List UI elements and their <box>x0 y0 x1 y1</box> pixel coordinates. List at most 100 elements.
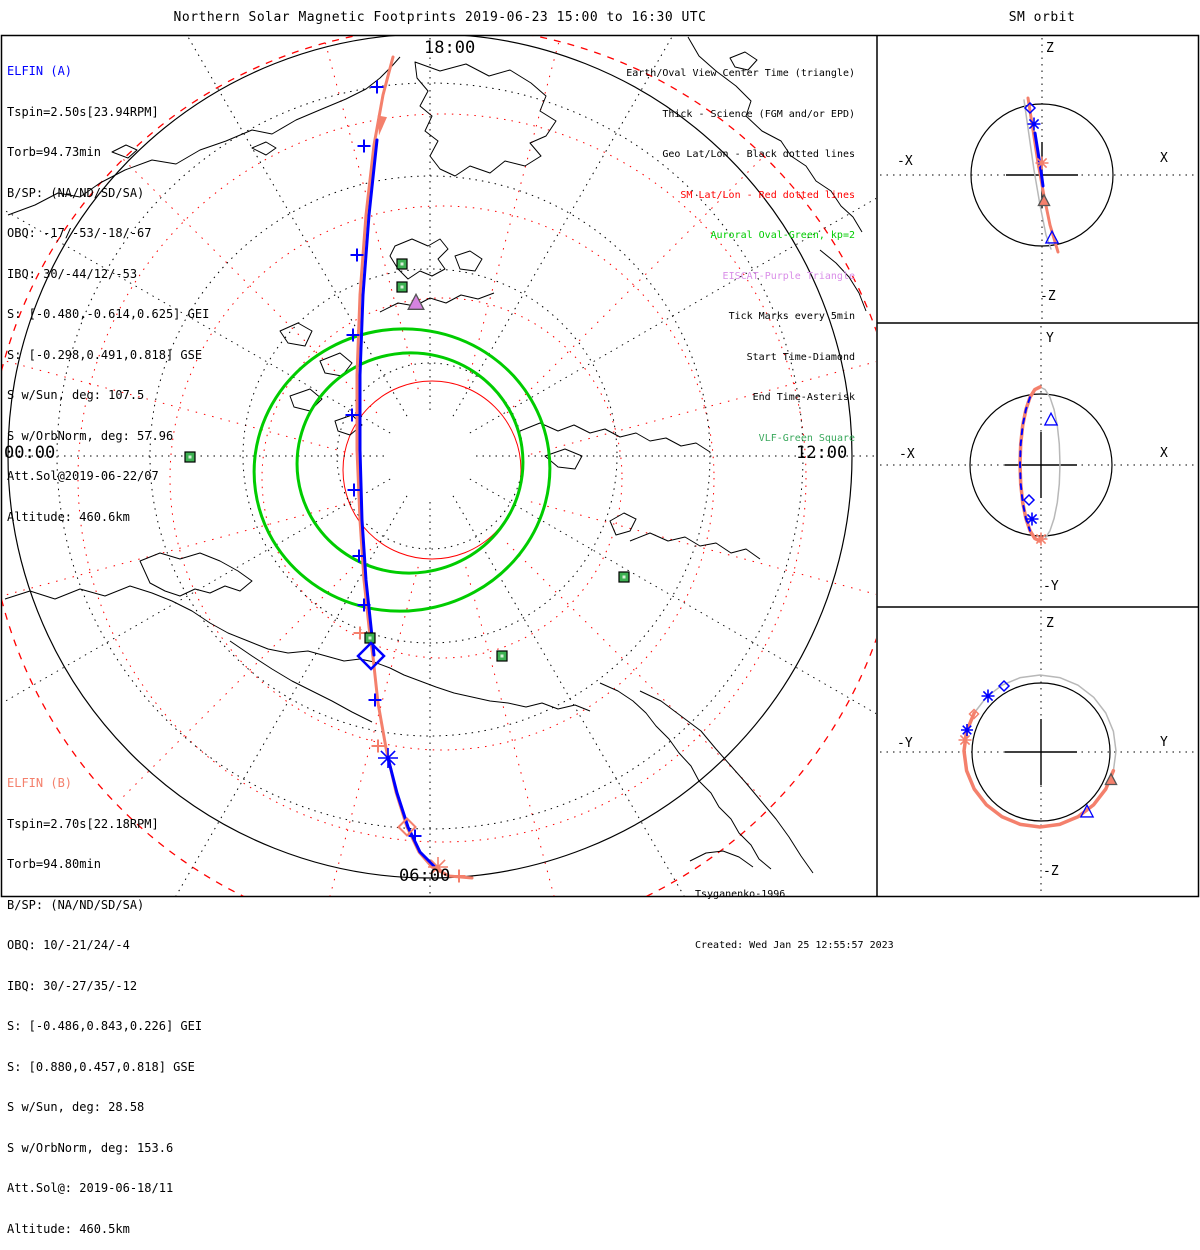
panel-center-cross <box>1005 719 1077 785</box>
elfin-b-line: S: [-0.486,0.843,0.226] GEI <box>7 1019 203 1033</box>
panel-yz-label-right: Y <box>1160 735 1168 750</box>
elfin-a-start-marker <box>356 641 386 671</box>
panel-xy-label-bottom: -Y <box>1043 579 1059 594</box>
elfin-b-info: ELFIN (B) Tspin=2.70s[22.18RPM] Torb=94.… <box>7 750 202 1250</box>
sm-meridian-line <box>119 155 378 414</box>
geo-meridian-line <box>2 208 391 434</box>
triangle-marker <box>1104 772 1118 786</box>
elfin-a-line: S w/OrbNorm, deg: 57.96 <box>7 428 174 443</box>
legend-line: Auroral Oval-Green, kp=2 <box>710 230 856 241</box>
sm-xy-orbit <box>1019 396 1031 532</box>
legend-line: Start Time-Diamond <box>746 351 855 363</box>
vlf-square-dot <box>368 636 372 640</box>
elfin-b-line: B/SP: (NA/ND/SD/SA) <box>7 897 145 912</box>
elfin-a-line: Altitude: 460.6km <box>7 509 130 524</box>
time-tick-marker <box>352 549 366 563</box>
solar-footprint-plot-page: { "title": "Northern Solar Magnetic Foot… <box>0 10 1200 1236</box>
elfin-a-footprint-lower-track <box>386 756 436 868</box>
auroral-oval <box>252 327 552 613</box>
legend-line: Earth/Oval View Center Time (triangle) <box>626 68 855 79</box>
elfin-a-line: IBQ: 30/-44/12/-53 <box>7 266 138 281</box>
time-tick-marker <box>452 869 466 883</box>
sm-orbit-title: SM orbit <box>1008 10 1076 25</box>
panel-xy-label-top: Y <box>1046 331 1054 346</box>
sm-meridian-line <box>323 38 419 390</box>
sm-meridian-line <box>2 359 354 455</box>
elfin-a-info: ELFIN (A) Tspin=2.50s[23.94RPM] Torb=94.… <box>7 38 209 538</box>
time-tick-marker <box>408 829 422 843</box>
sm-meridian-line <box>506 155 765 414</box>
credits: Tsyganenko-1996 Created: Wed Jan 25 12:5… <box>695 852 894 971</box>
elfin-a-line: B/SP: (NA/ND/SD/SA) <box>7 185 145 200</box>
sm-meridian-line <box>530 501 876 595</box>
panel-xz-label-left: -X <box>897 154 913 169</box>
elfin-b-line: Torb=94.80min <box>7 857 101 871</box>
mlt-label-0000: 00:00 <box>4 443 56 463</box>
elfin-b-line: Altitude: 460.5km <box>7 1221 130 1236</box>
sm-latitude-circle <box>77 113 807 843</box>
direction-arrow-marker <box>377 115 387 136</box>
diamond-marker <box>1023 101 1037 115</box>
elfin-a-line: Torb=94.73min <box>7 145 101 159</box>
panel-xy-label-right: X <box>1160 446 1168 461</box>
elfin-a-line: S w/Sun, deg: 107.5 <box>7 388 145 402</box>
sm-meridian-line <box>506 542 765 801</box>
geo-meridian-line <box>469 478 876 715</box>
earth-circle <box>971 682 1111 822</box>
elfin-b-line: S w/OrbNorm, deg: 153.6 <box>7 1140 174 1155</box>
legend-line: EISCAT-Purple Triangle <box>722 270 855 282</box>
elfin-a-line: S: [-0.298,0.491,0.818] GSE <box>7 347 203 362</box>
sm-latlon-graticule <box>2 36 876 896</box>
elfin-b-header: ELFIN (B) <box>7 776 73 790</box>
sm-meridian-line <box>465 566 555 896</box>
time-tick-marker <box>347 483 361 497</box>
sm-yz-orbit <box>962 711 1116 829</box>
map-data-layer <box>184 55 630 883</box>
asterisk-marker <box>961 724 973 736</box>
diamond-marker <box>968 708 980 720</box>
elfin-b-footprint-track <box>355 55 474 880</box>
elfin-b-line: Att.Sol@: 2019-06-18/11 <box>7 1181 174 1195</box>
auroral-oval <box>295 351 525 575</box>
legend-line: Geo Lat/Lon - Black dotted lines <box>662 149 855 160</box>
legend-line: SM Lat/Lon - Red dotted lines <box>680 189 855 201</box>
time-tick-marker <box>353 626 367 640</box>
asterisk-marker <box>981 689 995 703</box>
sm-latitude-circle <box>261 297 623 659</box>
sm-meridian-line <box>119 542 378 801</box>
asterisk-marker <box>1027 117 1041 131</box>
time-tick-marker <box>345 408 359 422</box>
time-tick-marker <box>370 80 384 94</box>
time-tick-marker <box>371 739 385 753</box>
map-boundary-circle <box>7 36 853 879</box>
plot-canvas <box>0 34 1200 898</box>
sm-yz-orbit <box>973 674 1117 772</box>
model-credit: Tsyganenko-1996 <box>695 889 786 900</box>
time-tick-marker <box>350 248 364 262</box>
created-timestamp: Created: Wed Jan 25 12:55:57 2023 <box>695 940 894 951</box>
geo-meridian-line <box>452 36 674 417</box>
vlf-square-dot <box>500 654 504 658</box>
time-tick-marker <box>346 328 360 342</box>
legend-line: Thick - Science (FGM and/or EPD) <box>662 108 855 120</box>
vlf-square-dot <box>622 575 626 579</box>
asterisk-marker <box>958 733 972 747</box>
elfin-b-line: OBQ: 10/-21/24/-4 <box>7 938 130 952</box>
geo-meridian-line <box>469 197 876 434</box>
triangle-marker <box>1043 411 1059 426</box>
time-tick-marker <box>357 139 371 153</box>
sm-orbit-panels-data <box>958 96 1118 829</box>
page-title: Northern Solar Magnetic Footprints 2019-… <box>173 10 707 25</box>
triangle-marker <box>1037 193 1051 207</box>
mlt-label-0600: 06:00 <box>399 866 451 886</box>
elfin-b-line: IBQ: 30/-27/35/-12 <box>7 978 138 993</box>
sm-meridian-line <box>2 501 354 597</box>
elfin-a-end-marker <box>378 748 398 768</box>
panel-xz-label-right: X <box>1160 151 1168 166</box>
plot-frame <box>0 34 1200 898</box>
elfin-a-line: OBQ: -17/-53/-18/-67 <box>7 226 152 240</box>
triangle-marker <box>1079 803 1095 818</box>
mlt-label-1800: 18:00 <box>424 38 476 58</box>
eiscat-station-marker <box>407 292 425 310</box>
elfin-a-line: Att.Sol@2019-06-22/07 <box>7 469 159 483</box>
